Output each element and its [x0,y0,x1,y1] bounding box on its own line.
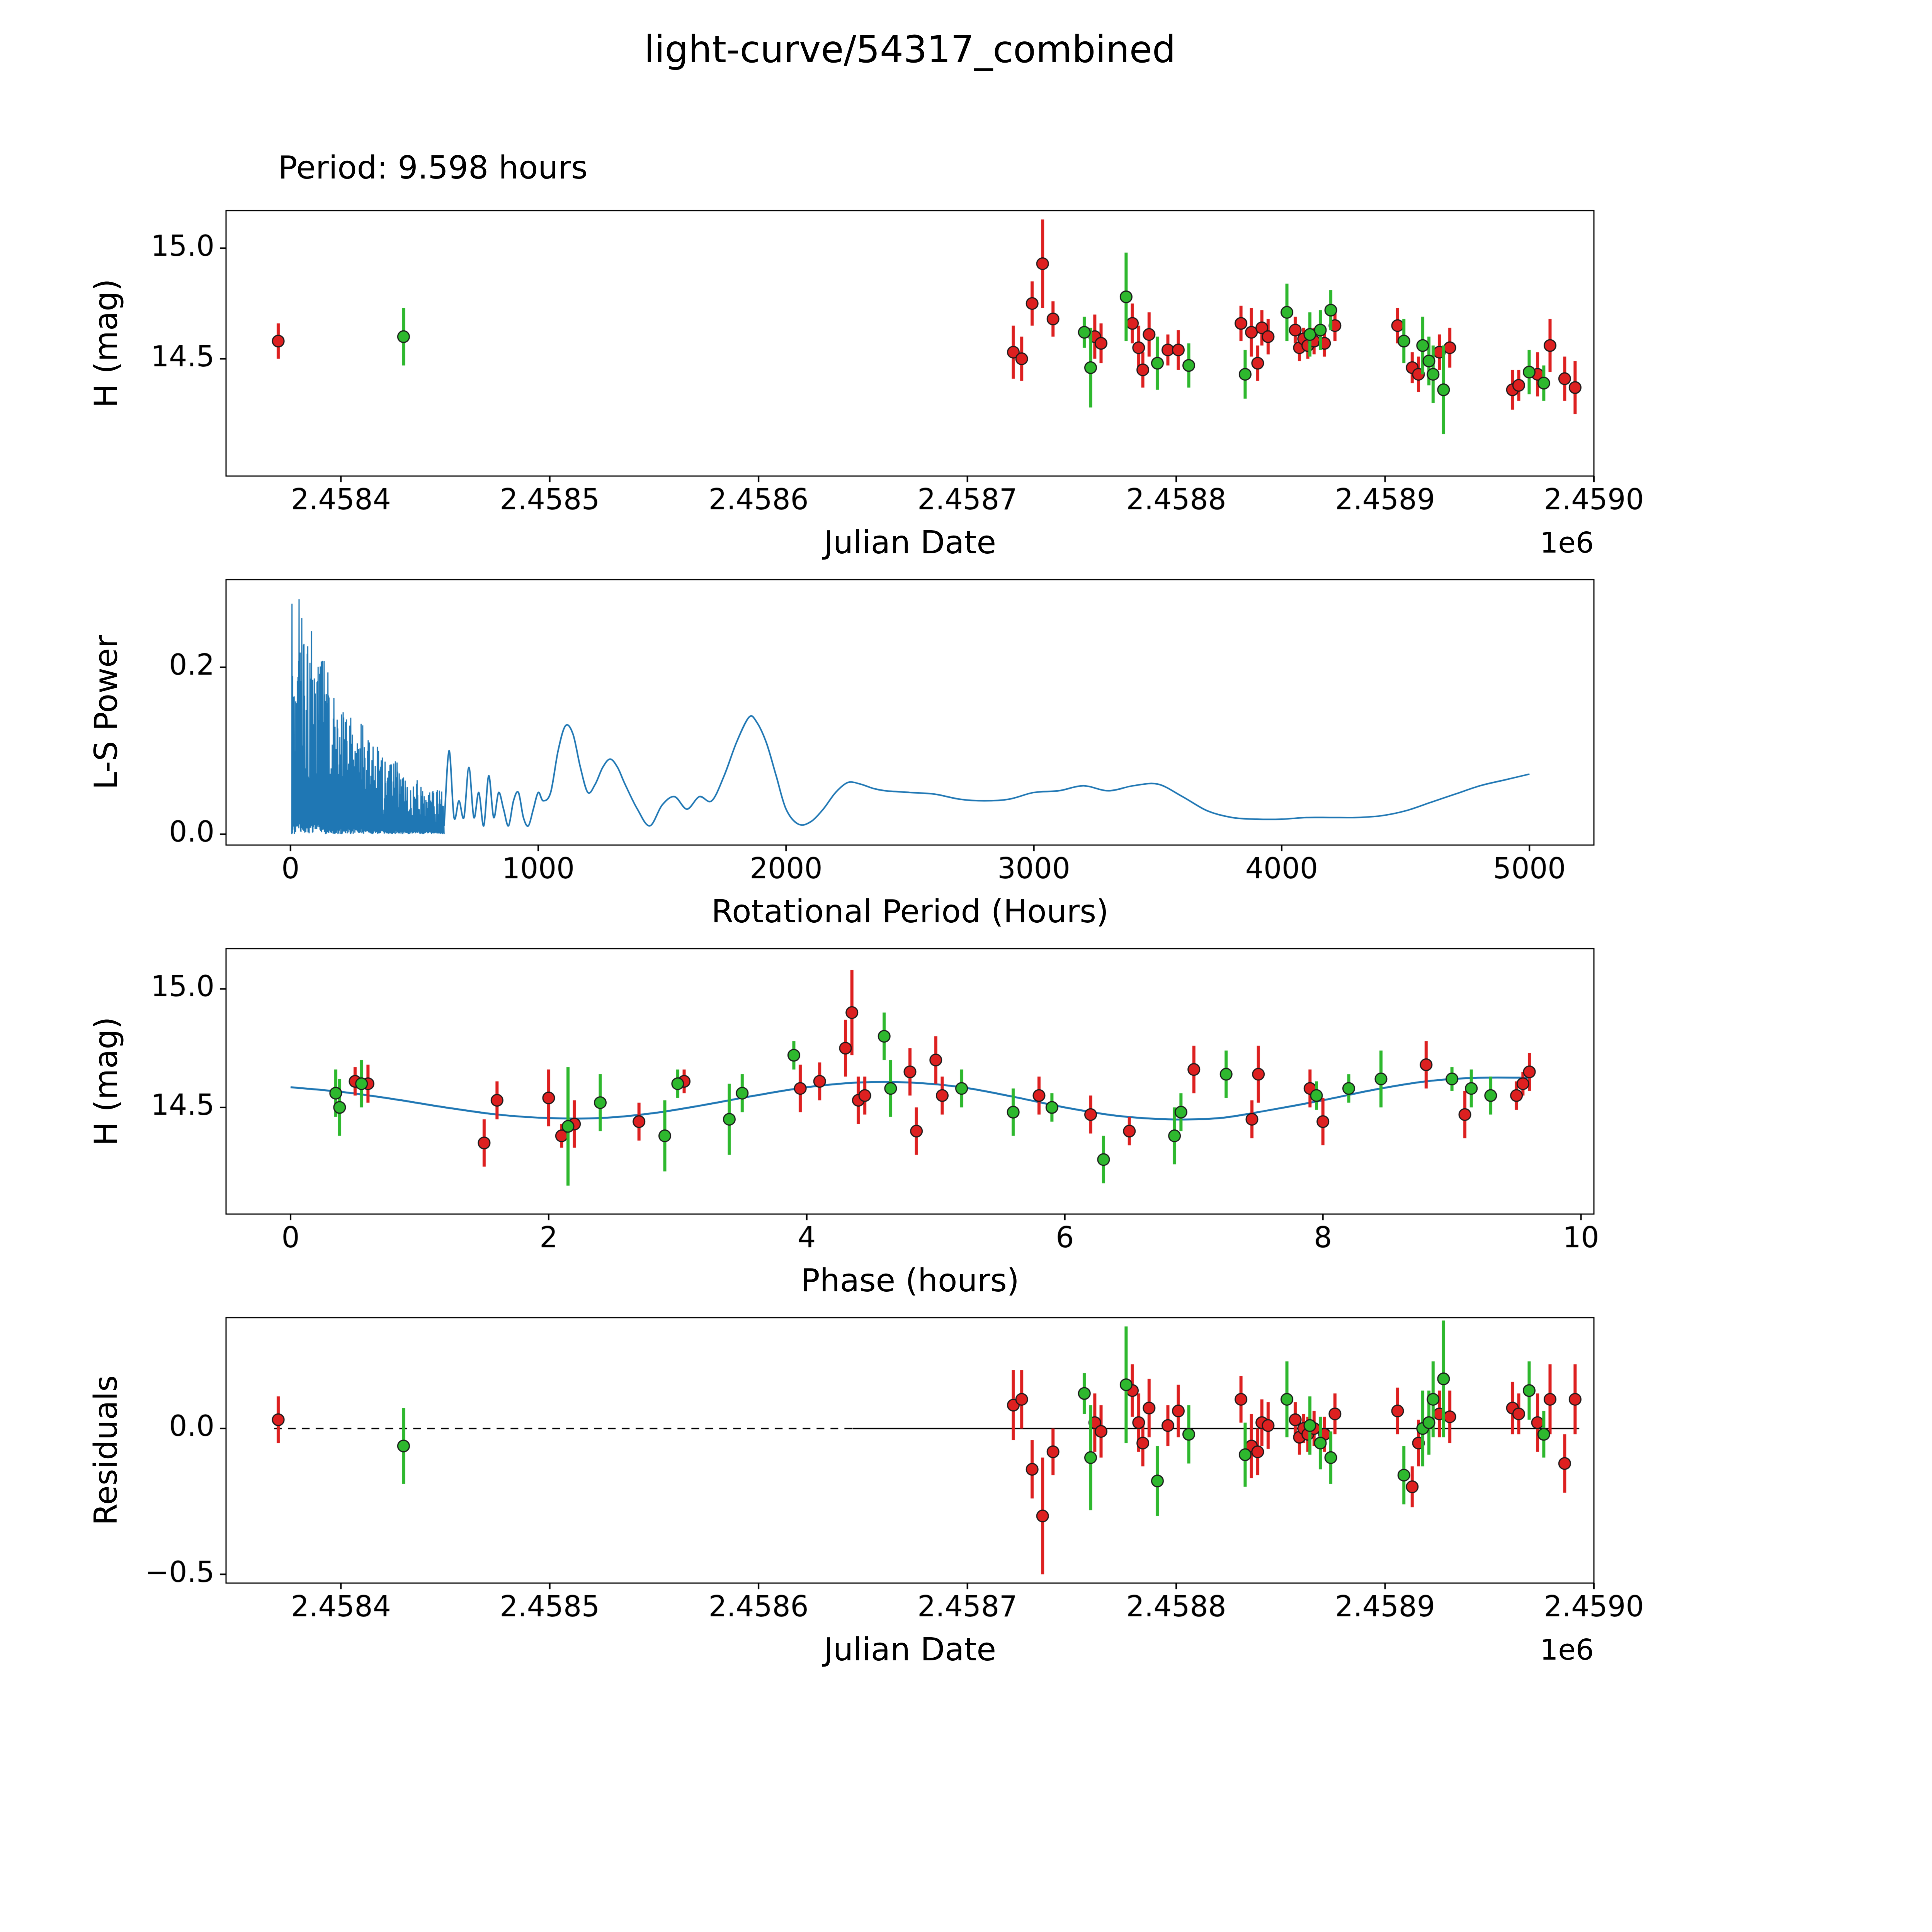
xlabel-phase-hours: Phase (hours) [801,1262,1019,1299]
ylabel-residuals-text: Residuals [88,1375,125,1526]
ylabel-ls-power: L-S Power [71,580,141,845]
period-annotation: Period: 9.598 hours [278,150,588,186]
ylabel-h-mag-phase: H (mag) [71,949,141,1214]
axis-offset-1e6-bottom: 1e6 [1540,1633,1594,1667]
ylabel-ls-power-text: L-S Power [88,635,125,790]
ylabel-h-mag-jd: H (mag) [71,211,141,476]
ylabel-residuals: Residuals [71,1318,141,1583]
ylabel-h-mag-phase-text: H (mag) [88,1017,125,1146]
axis-offset-1e6-top: 1e6 [1540,526,1594,560]
ylabel-h-mag-jd-text: H (mag) [88,279,125,408]
xlabel-rotational-period: Rotational Period (Hours) [711,893,1109,930]
xlabel-julian-date-top: Julian Date [824,524,996,561]
xlabel-julian-date-bottom: Julian Date [824,1631,996,1668]
figure-title: light-curve/54317_combined [644,28,1176,71]
